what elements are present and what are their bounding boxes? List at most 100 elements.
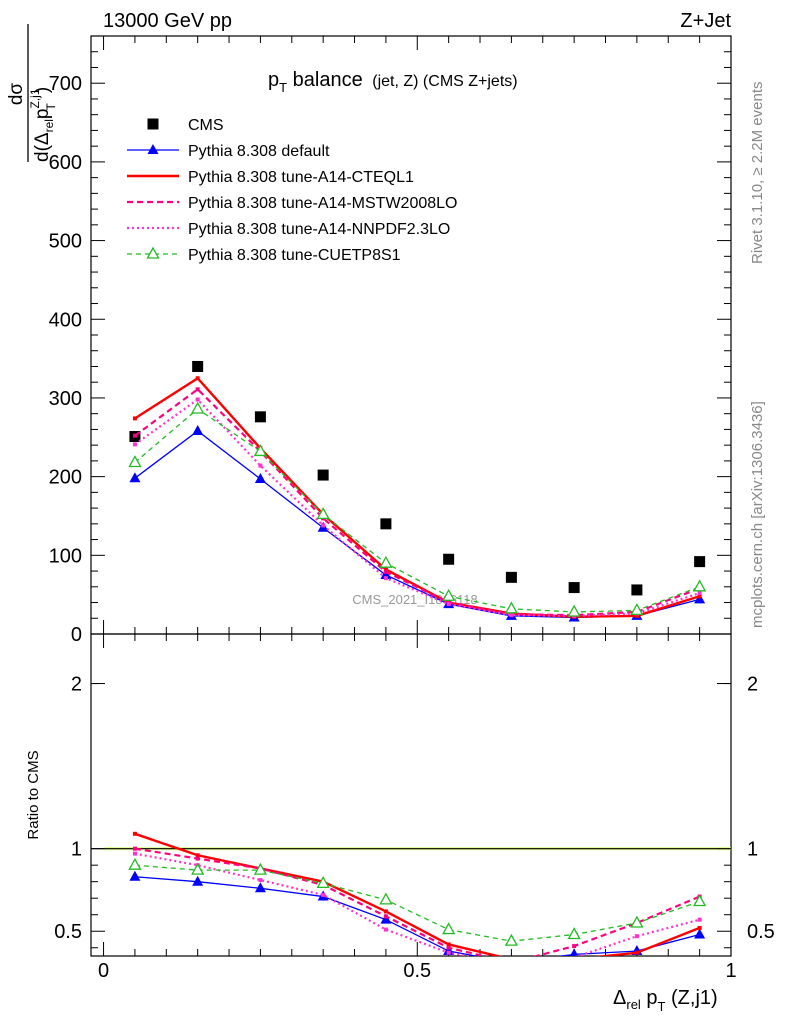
cteql1-ratio-line: [134, 832, 701, 956]
ratio-y-tick-label: 2: [71, 674, 82, 696]
cms-data-point: [443, 553, 455, 565]
main-y-tick-label: 300: [49, 388, 82, 410]
cms-data-point: [631, 584, 643, 596]
nnpdf-ratio-point: [446, 950, 451, 955]
nnpdf-ratio-point: [697, 917, 702, 922]
legend-marker-cms: [147, 118, 159, 130]
main-y-tick-label: 700: [49, 73, 82, 95]
nnpdf-ratio-point: [634, 934, 639, 939]
cteql1-data-point: [634, 613, 639, 618]
cuetp-ratio-point: [442, 922, 456, 935]
cuetp-data-point: [379, 555, 393, 568]
nnpdf-data-point: [258, 463, 263, 468]
default-series-line: [134, 430, 700, 619]
cms-data-point: [254, 411, 266, 423]
mstw-ratio-point: [195, 856, 200, 861]
default-ratio-point: [694, 928, 706, 939]
ratio-x-tick-label: 0.5: [403, 960, 431, 982]
legend-marker-cuetp: [146, 246, 160, 259]
nnpdf-series-line: [134, 398, 700, 618]
default-ratio-point: [443, 945, 455, 956]
cuetp-data-point: [128, 455, 142, 468]
legend: CMS Pythia 8.308 default Pythia 8.308 tune…: [127, 117, 457, 264]
cms-data-point: [505, 571, 517, 583]
x-axis-label: Δrel pT (Z,j1): [613, 987, 718, 1014]
ratio-y-tick-label: 1: [71, 839, 82, 861]
default-data-point: [380, 568, 392, 579]
nnpdf-data-point: [195, 397, 200, 402]
nnpdf-ratio-point: [258, 878, 263, 883]
legend-label-mstw: Pythia 8.308 tune-A14-MSTW2008LO: [188, 195, 457, 212]
legend-label-nnpdf: Pythia 8.308 tune-A14-NNPDF2.3LO: [188, 221, 450, 238]
cteql1-ratio-point: [383, 909, 388, 914]
nnpdf-data-point: [446, 602, 451, 607]
cuetp-ratio-point: [630, 915, 644, 928]
legend-label-cms: CMS: [188, 117, 224, 134]
cuetp-ratio-point: [567, 927, 581, 940]
main-y-tick-label: 600: [49, 152, 82, 174]
cteql1-ratio-point: [697, 925, 702, 930]
cteql1-series-line: [134, 376, 700, 618]
ratio-x-tick-label: 1: [725, 960, 736, 982]
cuetp-ratio-point: [693, 894, 707, 907]
main-y-tick-label: 200: [49, 467, 82, 489]
cuetp-ratio-line: [134, 864, 700, 942]
main-x-ticks: [103, 36, 732, 634]
default-data-point: [129, 472, 141, 483]
nnpdf-ratio-point: [383, 927, 388, 932]
cuetp-ratio-point: [504, 933, 518, 946]
cuetp-data-point: [504, 601, 518, 614]
cuetp-ratio-point: [191, 862, 205, 875]
plot-title: pT balance (jet, Z) (CMS Z+jets): [268, 69, 518, 95]
cms-data-point: [380, 518, 392, 530]
main-panel-frame: [90, 35, 732, 635]
default-ratio-line: [134, 876, 700, 956]
ratio-x-tick-label: 0: [98, 960, 109, 982]
cteql1-ratio-point: [446, 942, 451, 947]
main-y-label: dσ d(ΔrelpZ,j1 T): [6, 24, 58, 162]
default-ratio-point: [380, 913, 392, 924]
ratio-x-axis: 0 0.5 1: [98, 634, 737, 982]
main-y-tick-label: 500: [49, 231, 82, 253]
default-ratio-point: [569, 948, 579, 956]
cms-data-point: [317, 469, 329, 481]
cuetp-series-line: [134, 408, 700, 613]
ratio-plot-area: [91, 831, 732, 956]
cuetp-ratio-point: [128, 857, 142, 870]
cuetp-data-point: [442, 588, 456, 601]
mstw-ratio-point: [132, 846, 137, 851]
mstw-data-point: [383, 569, 388, 574]
cteql1-data-point: [383, 567, 388, 572]
cuetp-data-point: [630, 603, 644, 616]
mstw-ratio-point: [383, 914, 388, 919]
main-y-tick-label: 0: [71, 624, 82, 646]
cteql1-data-point: [132, 416, 137, 421]
cuetp-ratio-point: [253, 862, 268, 875]
cteql1-data-point: [697, 594, 702, 599]
cms-data-point: [568, 582, 580, 594]
energy-label: 13000 GeV pp: [103, 10, 232, 32]
ratio-y-tick-label-right: 0.5: [747, 921, 775, 943]
main-plot-area: [128, 360, 707, 622]
rivet-label: Rivet 3.1.10, ≥ 2.2M events: [749, 82, 766, 265]
nnpdf-ratio-point: [321, 892, 326, 897]
cuetp-ratio-point: [379, 892, 393, 905]
legend-marker-default: [147, 144, 159, 154]
cuetp-ratio-point: [316, 875, 330, 888]
legend-label-default: Pythia 8.308 default: [188, 143, 330, 160]
cteql1-ratio-point: [195, 853, 200, 858]
main-y-axis: 0 100 200 300 400 500 600 700: [49, 35, 731, 646]
default-data-point: [192, 424, 204, 435]
ratio-y-axis: 0.5 0.5 1 1 2 2: [54, 674, 775, 949]
default-data-point: [694, 593, 706, 604]
ratio-series-group: [128, 831, 707, 956]
site-label: mcplots.cern.ch [arXiv:1306.3436]: [749, 401, 766, 628]
cuetp-data-point: [567, 604, 581, 617]
default-ratio-point: [192, 875, 204, 886]
nnpdf-data-point: [697, 591, 702, 596]
default-ratio-point: [129, 870, 141, 881]
mstw-ratio-line: [134, 847, 701, 956]
svg-text:d(ΔrelpZ,j1T): d(ΔrelpZ,j1 T): [28, 87, 58, 162]
cteql1-data-point: [195, 376, 200, 381]
